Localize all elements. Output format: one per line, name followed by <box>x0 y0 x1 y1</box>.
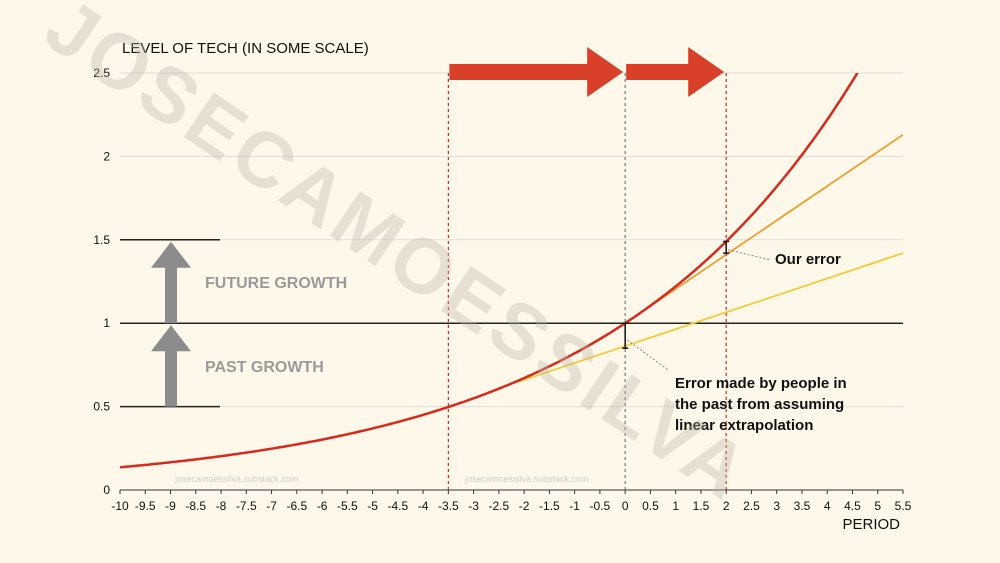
x-tick-label: 4 <box>824 499 831 513</box>
x-tick-label: -5 <box>367 499 378 513</box>
x-tick-label: 2.5 <box>743 499 760 513</box>
watermark-small-left: josecamoessilva.substack.com <box>174 474 299 484</box>
x-tick-label: 4.5 <box>844 499 861 513</box>
x-tick-label: -3.5 <box>438 499 459 513</box>
tick-labels: -10 -9.5 -9 -8.5 -8 -7.5 -7 -6.5 -6 -5.5 -5 -4.5 -4-… <box>93 66 911 513</box>
our-error-leader <box>728 249 771 261</box>
x-tick-label: -9.5 <box>135 499 156 513</box>
past-growth-label: PAST GROWTH <box>205 359 324 376</box>
x-tick-label: 2 <box>723 499 730 513</box>
annotations <box>151 47 771 407</box>
future-growth-label: FUTURE GROWTH <box>205 275 347 292</box>
x-tick-label: 0 <box>622 499 629 513</box>
x-tick-label: 0.5 <box>642 499 659 513</box>
x-tick-label: -2 <box>519 499 530 513</box>
x-tick-label: 3 <box>773 499 780 513</box>
past-error-line-3: linear extrapolation <box>675 417 813 434</box>
x-tick-label: -3 <box>468 499 479 513</box>
x-tick-label: -9 <box>165 499 176 513</box>
x-tick-label: 1.5 <box>693 499 710 513</box>
growth-arrow-head <box>151 325 191 352</box>
our-error-label: Our error <box>775 251 841 268</box>
y-tick-label: 2 <box>103 149 110 163</box>
series-line <box>120 73 859 469</box>
period-arrow <box>449 47 624 97</box>
y-tick-label: 2.5 <box>93 66 110 80</box>
x-tick-label: 5.5 <box>895 499 912 513</box>
series <box>120 73 903 469</box>
y-tick-label: 1.5 <box>93 233 110 247</box>
x-tick-label: -8 <box>216 499 227 513</box>
growth-arrow-shaft <box>165 265 177 324</box>
past-error-line-1: Error made by people in <box>675 375 847 392</box>
x-tick-label: 1 <box>672 499 679 513</box>
x-tick-label: -6.5 <box>286 499 307 513</box>
x-tick-label: -4.5 <box>387 499 408 513</box>
x-tick-label: -7 <box>266 499 277 513</box>
series-line <box>624 133 903 324</box>
watermark-small-center: josecamoessilva.substack.com <box>464 474 589 484</box>
x-tick-label: -10 <box>111 499 129 513</box>
growth-arrow-shaft <box>165 349 177 407</box>
growth-arrow-head <box>151 241 191 268</box>
axes <box>119 239 904 494</box>
series-line <box>498 252 903 390</box>
x-tick-label: -0.5 <box>590 499 611 513</box>
period-arrow <box>626 47 725 97</box>
past-error-leader <box>626 339 669 371</box>
past-error-line-2: the past from assuming <box>675 396 844 413</box>
x-axis-label: PERIOD <box>842 516 900 533</box>
x-tick-label: -1 <box>569 499 580 513</box>
x-tick-label: 3.5 <box>794 499 811 513</box>
y-tick-label: 1 <box>103 316 110 330</box>
x-tick-label: -7.5 <box>236 499 257 513</box>
y-axis-label: LEVEL OF TECH (IN SOME SCALE) <box>122 40 369 57</box>
x-tick-label: -5.5 <box>337 499 358 513</box>
x-tick-label: 5 <box>874 499 881 513</box>
x-tick-label: -1.5 <box>539 499 560 513</box>
y-tick-label: 0 <box>103 483 110 497</box>
x-tick-label: -8.5 <box>185 499 206 513</box>
x-tick-label: -6 <box>317 499 328 513</box>
x-tick-label: -2.5 <box>489 499 510 513</box>
x-tick-label: -4 <box>418 499 429 513</box>
y-tick-label: 0.5 <box>93 400 110 414</box>
